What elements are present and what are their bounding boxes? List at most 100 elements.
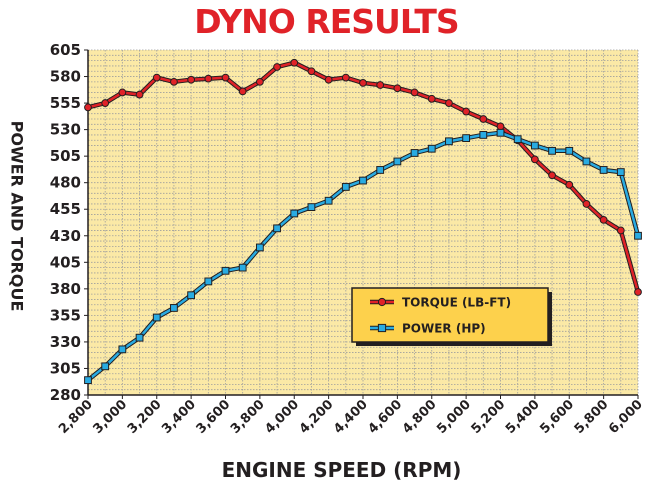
x-tick-label: 5,200 [469, 397, 509, 437]
power-point [513, 135, 522, 144]
torque-point [479, 115, 488, 123]
power-point [204, 277, 213, 286]
torque-point [548, 171, 556, 180]
y-tick-label: 430 [50, 227, 81, 245]
power-point [170, 304, 178, 312]
power-point [393, 157, 402, 166]
torque-point [221, 73, 230, 82]
torque-point [410, 88, 419, 97]
power-point [238, 263, 247, 272]
power-point [359, 176, 367, 185]
x-axis-title: ENGINE SPEED (RPM) [221, 458, 462, 482]
legend-label: TORQUE (LB-FT) [402, 296, 511, 310]
torque-point [565, 180, 574, 189]
power-point [582, 157, 591, 166]
x-tick-label: 4,600 [366, 397, 406, 437]
chart-title: DYNO RESULTS [194, 2, 459, 41]
power-point [341, 183, 350, 191]
torque-point [324, 75, 333, 84]
y-tick-label: 605 [50, 41, 81, 59]
power-point [410, 149, 419, 157]
torque-point [152, 73, 161, 82]
power-point [479, 131, 488, 139]
legend-marker-circle [377, 297, 387, 307]
x-tick-label: 4,400 [331, 397, 371, 437]
y-tick-label: 305 [50, 359, 81, 377]
torque-point [84, 103, 92, 112]
y-tick-label: 380 [50, 280, 81, 298]
legend-box [351, 287, 549, 343]
power-point [152, 313, 161, 322]
torque-point [290, 58, 299, 67]
power-point [187, 291, 196, 300]
power-point [84, 376, 92, 385]
power-point [427, 144, 436, 153]
torque-point [445, 99, 453, 107]
legend-label: POWER (HP) [402, 322, 486, 336]
power-point [101, 362, 110, 371]
x-tick-label: 5,000 [434, 397, 474, 437]
torque-point [462, 107, 471, 116]
y-tick-label: 355 [50, 306, 81, 324]
torque-point [393, 84, 402, 93]
x-tick-label: 6,000 [606, 397, 646, 437]
y-tick-label: 330 [50, 333, 81, 351]
torque-point [530, 155, 539, 164]
power-point [255, 243, 264, 252]
power-point [565, 146, 574, 155]
power-point [135, 333, 144, 342]
torque-point [427, 94, 436, 103]
power-point [462, 134, 471, 143]
torque-point [599, 215, 608, 224]
torque-point [238, 87, 247, 96]
power-point [548, 146, 556, 155]
torque-point [170, 77, 178, 86]
torque-point [273, 63, 281, 71]
legend-marker-square [377, 323, 387, 333]
x-tick-label: 5,800 [572, 397, 612, 437]
y-tick-label: 480 [50, 174, 81, 192]
x-tick-label: 4,200 [297, 397, 337, 437]
y-tick-label: 505 [50, 147, 81, 165]
torque-point [496, 122, 505, 131]
torque-point [307, 67, 316, 76]
power-point [273, 224, 281, 233]
power-point [307, 203, 316, 212]
power-point [496, 128, 505, 137]
power-point [599, 166, 608, 174]
y-tick-label: 405 [50, 253, 81, 271]
power-point [376, 166, 385, 174]
torque-point [187, 75, 196, 84]
x-tick-label: 3,800 [228, 397, 268, 437]
torque-point [634, 288, 642, 296]
power-point [118, 345, 127, 354]
torque-point [582, 200, 591, 208]
x-tick-label: 4,000 [262, 397, 302, 437]
power-point [616, 168, 625, 176]
power-point [221, 266, 230, 275]
torque-point [118, 88, 127, 97]
torque-point [341, 73, 350, 82]
power-point [290, 209, 299, 218]
torque-point [616, 226, 625, 235]
y-tick-label: 580 [50, 68, 81, 86]
torque-point [135, 90, 144, 99]
x-tick-label: 5,600 [537, 397, 577, 437]
x-tick-label: 3,000 [91, 397, 131, 437]
x-tick-label: 3,400 [159, 397, 199, 437]
torque-point [359, 79, 367, 87]
power-point [324, 196, 333, 205]
y-tick-label: 280 [50, 386, 81, 404]
x-tick-label: 3,600 [194, 397, 234, 437]
x-tick-label: 5,400 [503, 397, 543, 437]
power-point [634, 231, 642, 240]
y-tick-label: 555 [50, 94, 81, 112]
torque-point [101, 99, 110, 107]
torque-point [376, 81, 385, 89]
torque-point [204, 74, 213, 83]
x-tick-label: 4,800 [400, 397, 440, 437]
x-tick-label: 3,200 [125, 397, 165, 437]
power-point [530, 141, 539, 150]
power-point [445, 137, 453, 146]
